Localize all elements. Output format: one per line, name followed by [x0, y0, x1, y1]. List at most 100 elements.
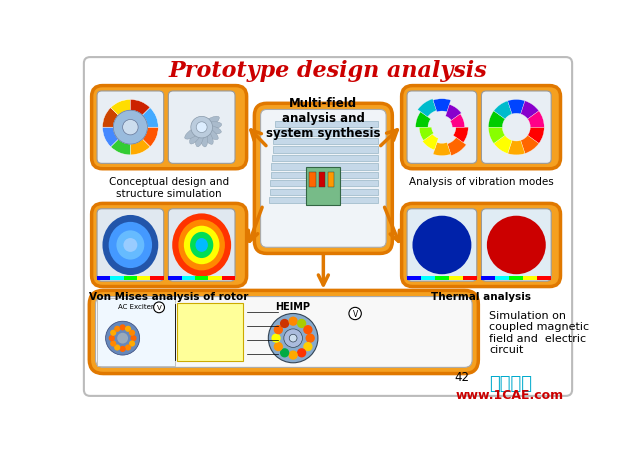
Circle shape [268, 314, 318, 363]
Ellipse shape [179, 220, 225, 271]
Bar [269, 189, 378, 195]
Circle shape [120, 346, 125, 352]
Circle shape [431, 235, 452, 256]
Bar [537, 276, 551, 280]
Text: Von Mises analysis of rotor: Von Mises analysis of rotor [90, 291, 249, 302]
Ellipse shape [185, 126, 204, 140]
Ellipse shape [184, 226, 220, 265]
Wedge shape [445, 105, 461, 121]
Text: Multi-field
analysis and
system synthesis: Multi-field analysis and system synthesi… [266, 97, 381, 139]
Circle shape [114, 345, 120, 351]
Ellipse shape [200, 125, 221, 135]
Circle shape [425, 229, 459, 262]
Circle shape [110, 341, 116, 347]
Text: 42: 42 [454, 370, 470, 383]
Text: Thermal analysis: Thermal analysis [431, 291, 531, 302]
Circle shape [297, 319, 307, 328]
Text: Conceptual design and
structure simulation: Conceptual design and structure simulati… [109, 177, 229, 198]
Ellipse shape [200, 117, 220, 129]
FancyBboxPatch shape [260, 110, 386, 248]
Wedge shape [143, 128, 158, 147]
Circle shape [110, 330, 116, 336]
Wedge shape [450, 115, 465, 128]
Bar [195, 276, 209, 280]
FancyBboxPatch shape [254, 104, 392, 254]
FancyBboxPatch shape [90, 291, 478, 374]
Circle shape [280, 349, 289, 358]
Bar [168, 276, 182, 280]
Bar [495, 276, 509, 280]
Text: HEIMP: HEIMP [276, 301, 310, 311]
Circle shape [280, 319, 289, 328]
Bar [209, 276, 221, 280]
Wedge shape [422, 135, 438, 151]
Bar [307, 167, 340, 206]
FancyBboxPatch shape [95, 297, 472, 368]
Bar [221, 276, 235, 280]
Wedge shape [493, 136, 512, 154]
Wedge shape [111, 140, 131, 156]
Circle shape [117, 333, 128, 344]
Circle shape [154, 302, 164, 313]
Bar [524, 276, 537, 280]
Text: AC Exciter: AC Exciter [118, 303, 154, 309]
Bar [272, 156, 378, 161]
Circle shape [131, 335, 136, 341]
Text: www.1CAE.com: www.1CAE.com [456, 388, 564, 401]
Wedge shape [131, 100, 150, 116]
Circle shape [120, 325, 125, 331]
Circle shape [349, 308, 362, 320]
Ellipse shape [200, 126, 213, 145]
Wedge shape [527, 111, 544, 128]
Circle shape [289, 317, 298, 326]
Wedge shape [447, 138, 466, 156]
FancyBboxPatch shape [92, 87, 246, 170]
FancyBboxPatch shape [407, 92, 477, 164]
Text: Prototype design analysis: Prototype design analysis [168, 60, 488, 82]
Circle shape [129, 330, 135, 336]
Bar [110, 276, 124, 280]
Bar [309, 173, 316, 188]
Bar [407, 276, 421, 280]
Circle shape [506, 235, 527, 256]
Ellipse shape [102, 216, 158, 276]
Wedge shape [418, 100, 436, 118]
Ellipse shape [172, 214, 231, 277]
Bar [273, 138, 378, 145]
Circle shape [297, 349, 307, 358]
Bar [270, 181, 378, 187]
Bar [177, 303, 243, 361]
Bar [328, 173, 334, 188]
Wedge shape [453, 128, 468, 143]
Wedge shape [508, 141, 525, 156]
Bar [435, 276, 449, 280]
Bar [274, 130, 378, 136]
Circle shape [303, 342, 312, 351]
Wedge shape [508, 100, 525, 115]
Bar [319, 173, 325, 188]
Wedge shape [131, 140, 150, 156]
Circle shape [274, 342, 283, 351]
Wedge shape [419, 128, 434, 141]
FancyBboxPatch shape [481, 209, 551, 281]
Circle shape [303, 325, 312, 335]
Bar [273, 147, 378, 153]
Circle shape [109, 335, 115, 341]
Ellipse shape [190, 232, 213, 258]
Text: 仿真在线: 仿真在线 [488, 374, 532, 392]
Ellipse shape [189, 126, 204, 145]
Ellipse shape [200, 126, 218, 140]
FancyBboxPatch shape [481, 92, 551, 164]
Ellipse shape [195, 126, 204, 147]
Ellipse shape [200, 123, 221, 131]
FancyBboxPatch shape [168, 92, 235, 164]
Bar [182, 276, 195, 280]
Wedge shape [493, 101, 512, 120]
Wedge shape [488, 128, 505, 144]
Text: Simulation on
coupled magnetic
field and  electric
circuit: Simulation on coupled magnetic field and… [489, 310, 589, 354]
Wedge shape [111, 100, 131, 116]
Text: V: V [157, 305, 161, 311]
Circle shape [499, 229, 533, 262]
Circle shape [196, 123, 207, 133]
Circle shape [106, 322, 140, 355]
